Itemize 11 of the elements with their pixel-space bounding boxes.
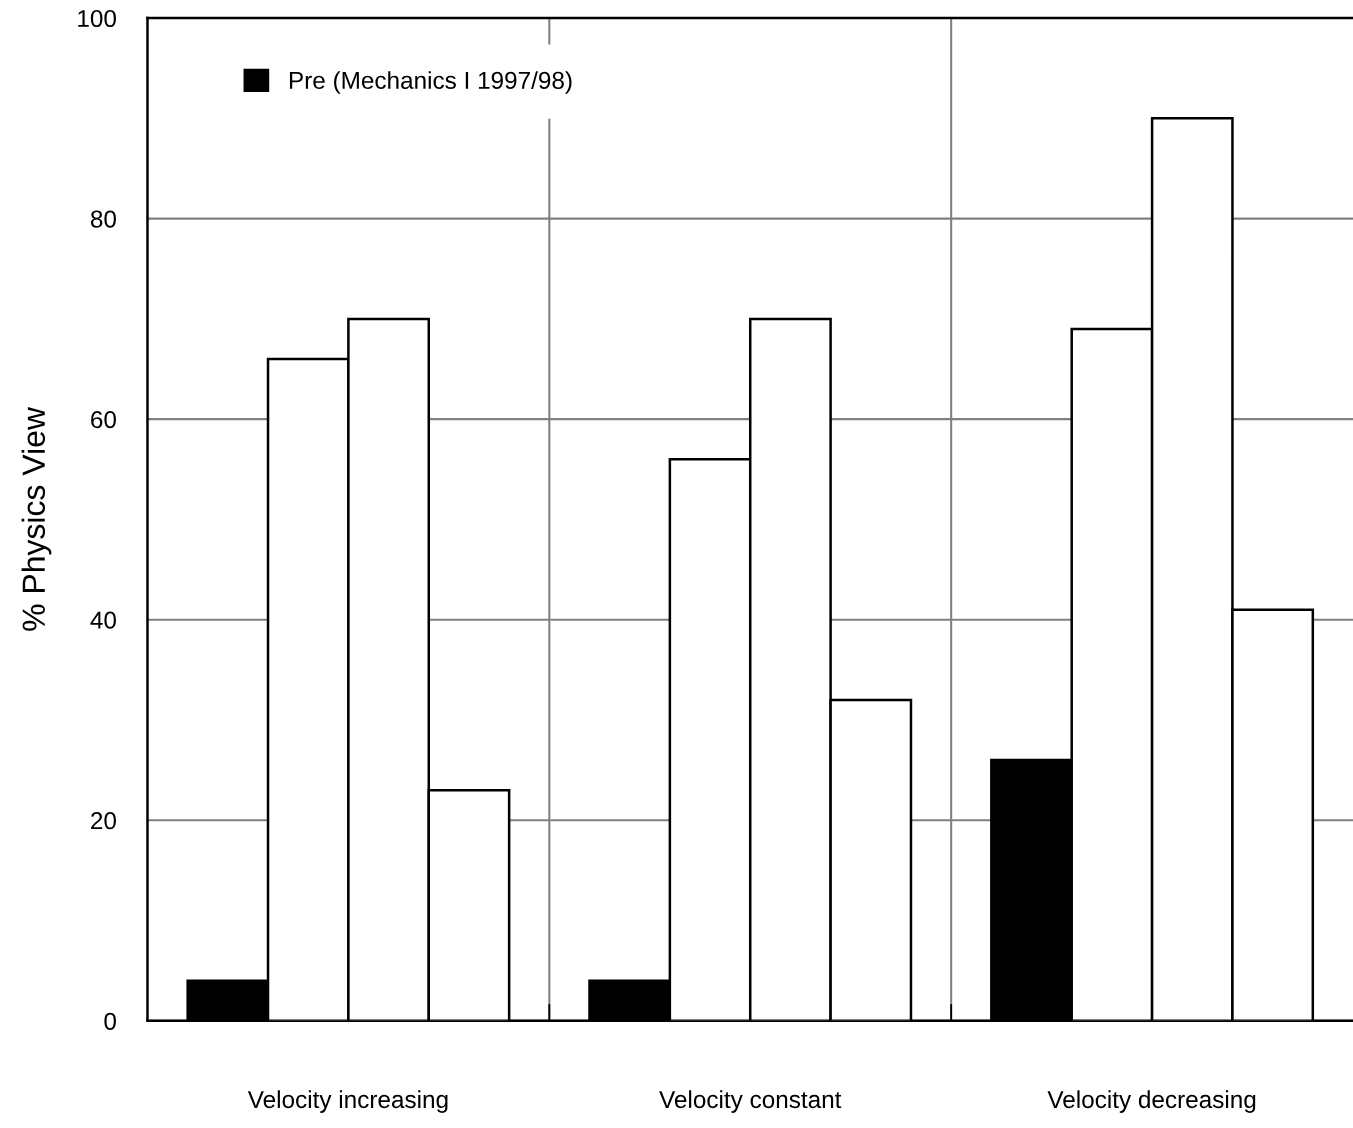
y-tick-label: 100 — [78, 9, 116, 28]
legend-label: Pre (Mechanics I 1997/98) — [289, 71, 572, 94]
y-axis-title: % Physics View — [21, 406, 52, 631]
y-tick-label: 0 — [104, 1012, 116, 1030]
y-tick-label: 60 — [91, 411, 116, 429]
y-tick-label: 40 — [90, 611, 116, 629]
y-tick-label: 80 — [90, 210, 116, 228]
y-tick-label: 20 — [91, 812, 116, 830]
x-tick-label: Velocity decreasing — [1047, 1090, 1256, 1113]
x-tick-label: Velocity increasing — [247, 1090, 448, 1113]
x-tick-label: Velocity constant — [659, 1090, 842, 1113]
